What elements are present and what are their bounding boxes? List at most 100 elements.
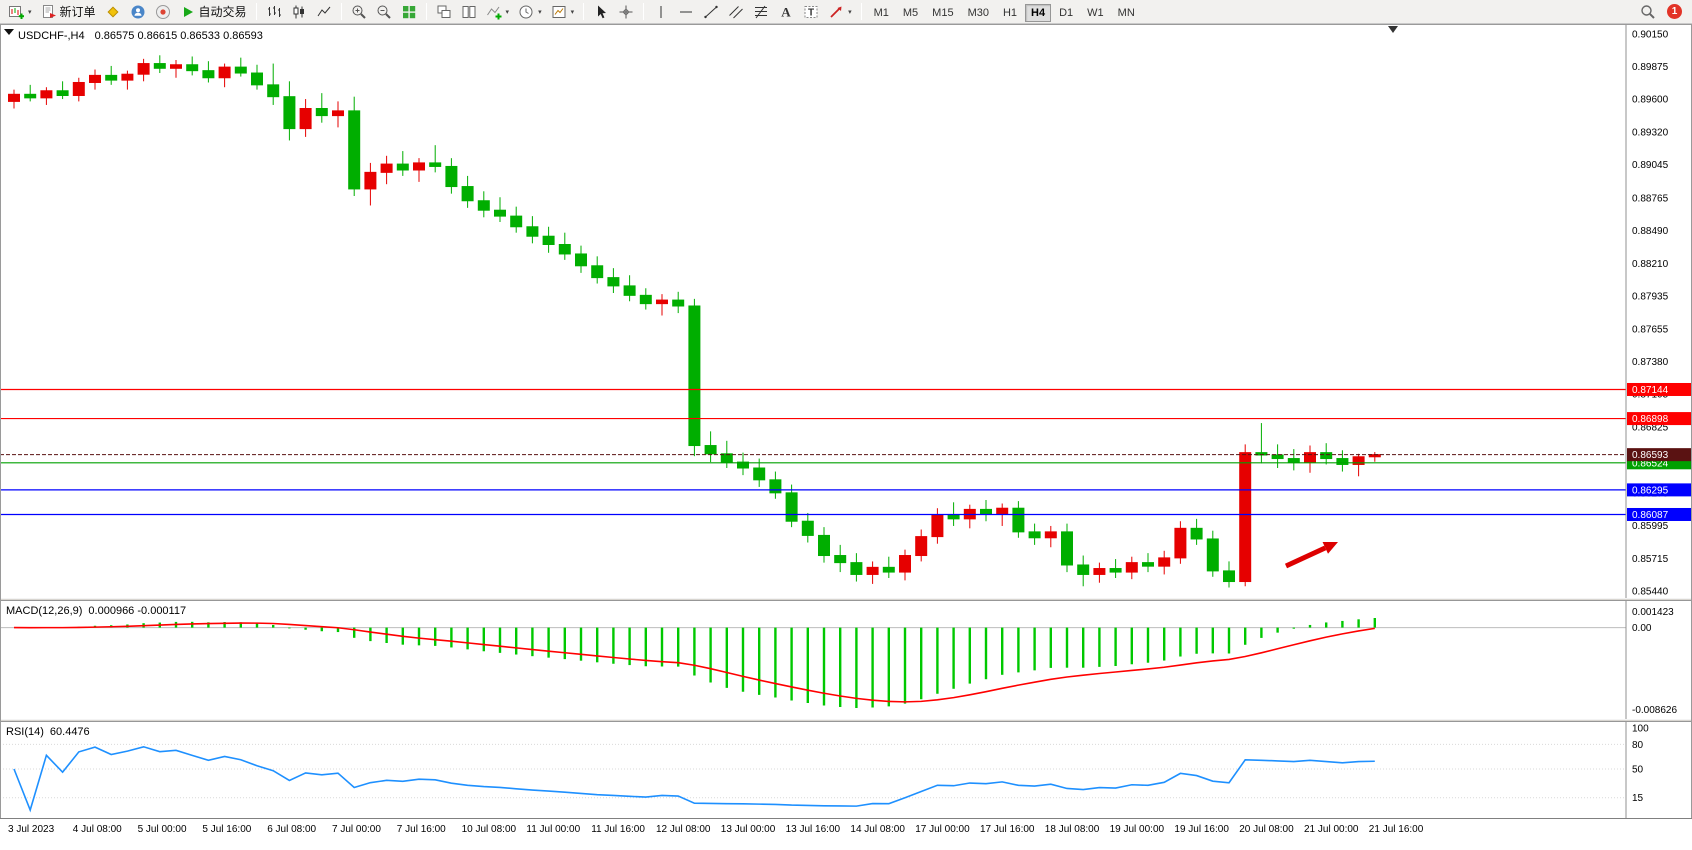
macd-panel[interactable]: 0.001423 0.00 -0.008626 MACD(12,26,9) 0.000… bbox=[0, 601, 1692, 719]
macd-axis: 0.001423 0.00 -0.008626 bbox=[1632, 607, 1677, 716]
zoom-in-button[interactable] bbox=[347, 1, 371, 22]
trendline-icon bbox=[704, 5, 718, 18]
line-chart-icon bbox=[317, 6, 330, 16]
metaeditor-button[interactable] bbox=[101, 1, 125, 22]
rsi-axis-label: 100 bbox=[1632, 724, 1649, 735]
cursor-icon bbox=[598, 5, 607, 18]
chart-title: USDCHF-,H4 bbox=[18, 30, 85, 42]
candle-body bbox=[801, 520, 814, 536]
toolbar-right-group: 1 bbox=[1636, 1, 1688, 22]
indicators-icon bbox=[486, 6, 502, 19]
search-button[interactable] bbox=[1636, 1, 1660, 22]
candle-body bbox=[850, 562, 863, 575]
periods-button[interactable]: ▾ bbox=[514, 1, 546, 22]
price-axis-label: 0.89045 bbox=[1632, 160, 1669, 171]
text-label-icon: T bbox=[804, 5, 818, 18]
text-label-button[interactable]: T bbox=[799, 1, 823, 22]
indicators-button[interactable]: ▾ bbox=[482, 1, 514, 22]
community-icon bbox=[131, 5, 145, 18]
trend-arrow-annotation[interactable] bbox=[1284, 541, 1338, 569]
dropdown-caret: ▾ bbox=[28, 8, 32, 16]
bar-chart-type-button[interactable] bbox=[262, 1, 286, 22]
pane-divider[interactable] bbox=[0, 598, 1692, 601]
channel-button[interactable] bbox=[724, 1, 748, 22]
macd-plot-layer bbox=[0, 618, 1626, 709]
time-axis-label: 13 Jul 16:00 bbox=[785, 824, 841, 835]
candle-body bbox=[785, 492, 798, 522]
candle-body bbox=[1304, 452, 1316, 463]
timeframe-button-D1[interactable]: D1 bbox=[1059, 6, 1074, 19]
crosshair-button[interactable] bbox=[614, 1, 638, 22]
new-chart-button[interactable]: ▾ bbox=[4, 1, 36, 22]
fibonacci-button[interactable] bbox=[749, 1, 773, 22]
timeframe-button-H1[interactable]: H1 bbox=[1002, 6, 1018, 19]
time-axis-label: 20 Jul 08:00 bbox=[1239, 824, 1294, 835]
candle-body bbox=[639, 294, 652, 305]
cascade-windows-button[interactable] bbox=[432, 1, 456, 22]
line-chart-type-button[interactable] bbox=[312, 1, 336, 22]
timeframe-button-M1[interactable]: M1 bbox=[873, 6, 889, 19]
pane-divider[interactable] bbox=[0, 719, 1692, 722]
candle-body bbox=[267, 84, 280, 98]
rsi-panel[interactable]: 100 80 50 15 RSI(14) 60.4476 bbox=[0, 722, 1692, 818]
candle-body bbox=[137, 63, 150, 75]
timeframe-button-M15[interactable]: M15 bbox=[932, 6, 954, 19]
chart-window: 0.90150 0.89875 0.89600 0.89320 0.89045 0.887… bbox=[0, 24, 1692, 850]
time-axis[interactable]: 3 Jul 2023 4 Jul 08:00 5 Jul 00:00 5 Jul 16… bbox=[0, 818, 1692, 850]
candle-body bbox=[656, 299, 668, 305]
timeframe-button-H4[interactable]: H4 bbox=[1025, 3, 1052, 22]
macd-axis-label: 0.00 bbox=[1632, 623, 1652, 634]
line-objects-layer bbox=[0, 388, 1626, 516]
time-axis-label: 19 Jul 00:00 bbox=[1109, 824, 1165, 835]
community-button[interactable] bbox=[126, 1, 150, 22]
market-button[interactable] bbox=[151, 1, 175, 22]
cursor-button[interactable] bbox=[589, 1, 613, 22]
candlestick-chart-type-button[interactable] bbox=[287, 1, 311, 22]
tile-vertical-button[interactable] bbox=[457, 1, 481, 22]
timeframe-button-M30[interactable]: M30 bbox=[967, 6, 989, 19]
candle-body bbox=[218, 66, 231, 79]
macd-values: 0.000966 -0.000117 bbox=[88, 605, 186, 617]
new-order-button[interactable]: 新订单 bbox=[37, 1, 100, 22]
templates-button[interactable]: ▾ bbox=[547, 1, 579, 22]
macd-name: MACD(12,26,9) bbox=[6, 605, 82, 617]
time-axis-label: 5 Jul 00:00 bbox=[137, 824, 187, 835]
candle-body bbox=[396, 163, 409, 171]
timeframe-button-MN[interactable]: MN bbox=[1117, 6, 1135, 19]
candle-body bbox=[283, 96, 296, 130]
candle-body bbox=[1061, 531, 1073, 566]
timeframe-button-M5[interactable]: M5 bbox=[902, 6, 919, 19]
main-chart-pane[interactable]: 0.90150 0.89875 0.89600 0.89320 0.89045 0.887… bbox=[0, 24, 1692, 598]
separator bbox=[643, 3, 645, 20]
time-axis-label: 6 Jul 08:00 bbox=[267, 824, 317, 835]
candle-body bbox=[623, 285, 636, 296]
candle-body bbox=[477, 200, 490, 211]
chart-shift-marker[interactable] bbox=[1388, 26, 1398, 33]
candle-body bbox=[445, 165, 458, 188]
candlestick-chart-icon bbox=[293, 5, 304, 18]
price-badge bbox=[1627, 448, 1691, 462]
tile-windows-button[interactable] bbox=[397, 1, 421, 22]
price-badge-label: 0.86524 bbox=[1632, 458, 1669, 469]
candle-body bbox=[1125, 562, 1138, 573]
notifications-badge[interactable]: 1 bbox=[1667, 4, 1682, 19]
candle-body bbox=[1223, 570, 1235, 583]
price-axis-label: 0.87655 bbox=[1632, 325, 1669, 336]
autotrading-play-icon bbox=[183, 6, 193, 17]
zoom-out-button[interactable] bbox=[372, 1, 396, 22]
candles-layer bbox=[8, 55, 1381, 588]
arrows-button[interactable]: ▾ bbox=[824, 1, 856, 22]
candle-body bbox=[607, 277, 620, 287]
vertical-line-button[interactable] bbox=[649, 1, 673, 22]
timeframe-button-W1[interactable]: W1 bbox=[1087, 6, 1104, 19]
time-axis-label: 7 Jul 16:00 bbox=[396, 824, 446, 835]
autotrading-button[interactable]: 自动交易 bbox=[176, 1, 251, 22]
price-axis-label: 0.90150 bbox=[1632, 30, 1669, 41]
price-axis-label: 0.86825 bbox=[1632, 423, 1669, 434]
candle-body bbox=[1320, 452, 1333, 460]
text-button[interactable]: A bbox=[774, 1, 798, 22]
one-click-trading-toggle[interactable] bbox=[4, 29, 14, 35]
horizontal-line-button[interactable] bbox=[674, 1, 698, 22]
trendline-button[interactable] bbox=[699, 1, 723, 22]
